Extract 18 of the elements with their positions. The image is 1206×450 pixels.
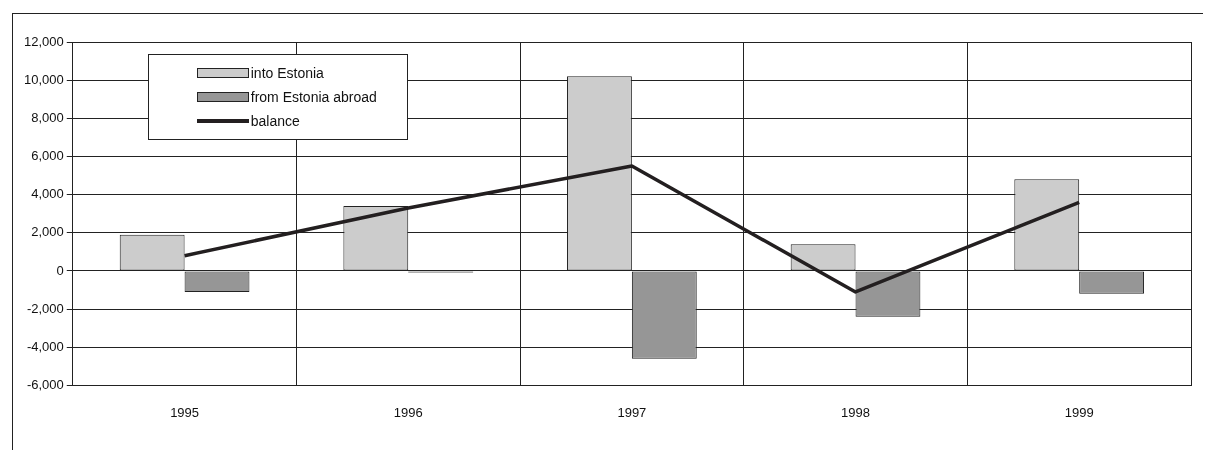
y-tick-label: -4,000 xyxy=(26,338,64,354)
x-tick-label: 1995 xyxy=(170,404,200,420)
x-tick-label: 1998 xyxy=(841,404,870,420)
legend-label: balance xyxy=(250,113,300,129)
x-tick-label: 1996 xyxy=(393,404,423,420)
x-tick-label: 1997 xyxy=(617,404,647,420)
y-tick-label: -2,000 xyxy=(26,300,64,316)
y-tick-label: 8,000 xyxy=(31,109,64,125)
legend-label: from Estonia abroad xyxy=(250,89,377,105)
legend-label: into Estonia xyxy=(250,65,324,81)
y-tick-label: -6,000 xyxy=(26,376,64,392)
y-tick-label: 6,000 xyxy=(31,148,64,164)
x-tick-label: 1999 xyxy=(1064,404,1094,420)
y-tick-label: 10,000 xyxy=(24,71,64,87)
y-tick-label: 4,000 xyxy=(31,186,64,202)
y-tick-label: 12,000 xyxy=(24,33,64,49)
y-tick-label: 0 xyxy=(56,262,64,278)
y-tick-label: 2,000 xyxy=(31,224,64,240)
